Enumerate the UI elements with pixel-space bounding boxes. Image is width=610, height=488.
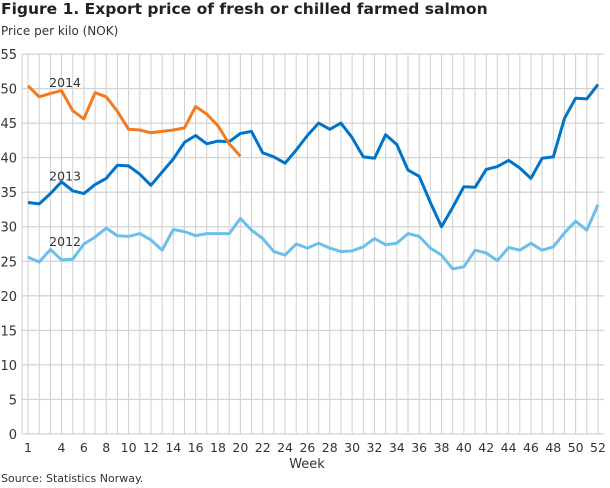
x-axis-label: Week <box>289 457 325 472</box>
y-tick-label: 0 <box>9 428 17 443</box>
x-tick-label: 46 <box>523 440 539 455</box>
x-tick-label: 52 <box>590 440 606 455</box>
x-tick-label: 26 <box>299 440 315 455</box>
y-tick-label: 10 <box>0 359 17 374</box>
x-tick-label: 34 <box>389 440 405 455</box>
x-tick-label: 50 <box>568 440 584 455</box>
x-tick-label: 24 <box>277 440 293 455</box>
x-tick-label: 28 <box>322 440 338 455</box>
series-label-2013: 2013 <box>49 168 81 183</box>
y-tick-label: 50 <box>0 83 17 98</box>
x-tick-label: 4 <box>58 440 66 455</box>
y-tick-label: 40 <box>0 152 17 167</box>
x-tick-label: 40 <box>456 440 472 455</box>
x-tick-label: 38 <box>434 440 450 455</box>
x-tick-label: 8 <box>102 440 110 455</box>
y-axis-label: Price per kilo (NOK) <box>1 24 119 38</box>
chart-title: Figure 1. Export price of fresh or chill… <box>1 0 488 18</box>
x-tick-label: 48 <box>545 440 561 455</box>
x-tick-label: 42 <box>478 440 494 455</box>
y-tick-label: 35 <box>0 186 17 201</box>
x-tick-label: 12 <box>143 440 159 455</box>
series-label-2012: 2012 <box>49 234 81 249</box>
y-tick-label: 45 <box>0 117 17 132</box>
series-line-2014 <box>26 84 242 158</box>
series-line-2012 <box>27 203 600 271</box>
source-note: Source: Statistics Norway. <box>1 472 144 485</box>
x-tick-label: 22 <box>255 440 271 455</box>
x-tick-label: 6 <box>80 440 88 455</box>
x-tick-label: 18 <box>210 440 226 455</box>
x-tick-label: 32 <box>367 440 383 455</box>
x-tick-label: 36 <box>411 440 427 455</box>
x-tick-label: 16 <box>188 440 204 455</box>
x-tick-label: 20 <box>232 440 248 455</box>
y-tick-label: 55 <box>0 48 17 63</box>
x-tick-label: 1 <box>24 440 32 455</box>
series-line-2013 <box>27 83 600 229</box>
y-tick-label: 30 <box>0 221 17 236</box>
series-label-2014: 2014 <box>49 75 81 90</box>
x-tick-label: 44 <box>501 440 517 455</box>
x-tick-label: 30 <box>344 440 360 455</box>
x-tick-label: 14 <box>165 440 181 455</box>
y-tick-label: 15 <box>0 324 17 339</box>
y-tick-label: 20 <box>0 290 17 305</box>
x-tick-label: 10 <box>121 440 137 455</box>
y-tick-label: 25 <box>0 255 17 270</box>
y-tick-label: 5 <box>9 393 17 408</box>
